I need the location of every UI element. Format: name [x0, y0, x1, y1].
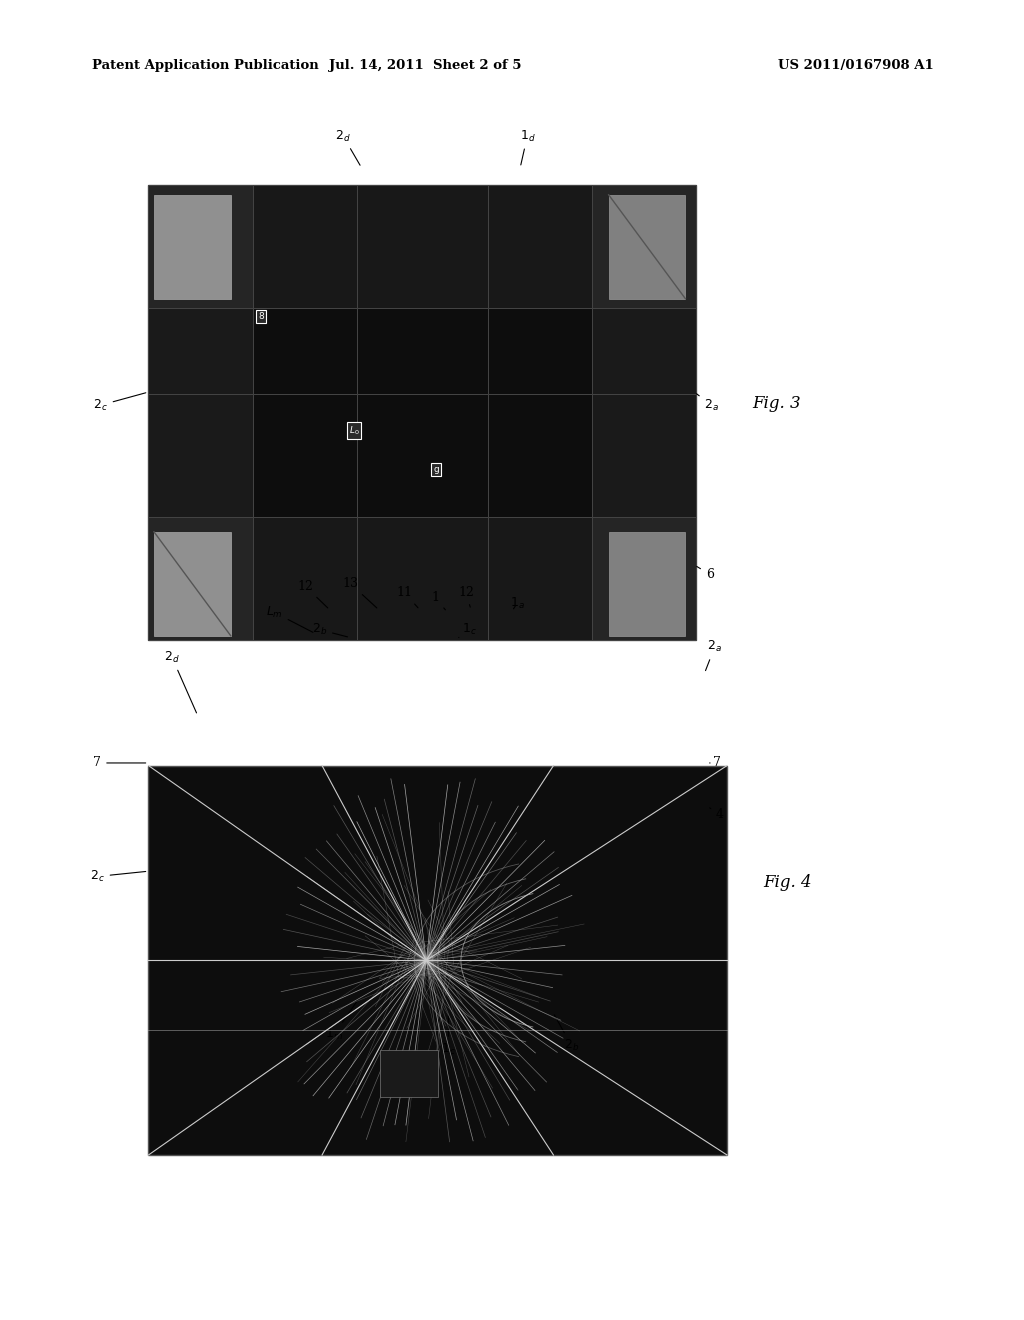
Text: 11: 11	[396, 586, 418, 607]
Text: Patent Application Publication: Patent Application Publication	[92, 59, 318, 73]
Bar	[356, 517, 488, 640]
Text: $L_0$: $L_0$	[348, 425, 359, 437]
Bar	[592, 395, 696, 517]
Text: US 2011/0167908 A1: US 2011/0167908 A1	[778, 59, 934, 73]
Bar	[253, 517, 356, 640]
Bar	[592, 308, 696, 395]
Text: 1: 1	[431, 591, 445, 610]
Bar	[154, 532, 230, 636]
Bar	[148, 185, 253, 308]
Text: 12: 12	[458, 586, 474, 607]
Text: $2_d$: $2_d$	[164, 649, 197, 713]
Text: $2_b$: $2_b$	[312, 622, 347, 638]
Text: $1_c$: $1_c$	[459, 622, 476, 638]
Bar	[253, 185, 356, 308]
Bar	[148, 395, 253, 517]
Text: 12: 12	[297, 579, 328, 609]
Text: 13: 13	[342, 577, 377, 609]
Text: $2_c$: $2_c$	[93, 393, 145, 413]
Bar	[148, 308, 253, 395]
Text: $1_c$: $1_c$	[441, 1015, 456, 1057]
Bar	[488, 395, 592, 517]
Bar	[592, 185, 696, 308]
Text: $2_c$: $2_c$	[90, 869, 145, 884]
Text: $1_m$: $1_m$	[325, 1002, 356, 1043]
Bar	[356, 185, 488, 308]
Bar	[253, 395, 356, 517]
Bar	[356, 395, 488, 517]
Text: $2_a$: $2_a$	[706, 639, 722, 671]
Text: Fig. 4: Fig. 4	[763, 874, 811, 891]
Bar	[488, 185, 592, 308]
Text: $L_m$: $L_m$	[266, 605, 313, 632]
Bar	[608, 532, 685, 636]
Bar	[380, 1049, 438, 1097]
Text: $2_a$: $2_a$	[696, 393, 719, 413]
Text: $1_a$: $1_a$	[510, 595, 524, 611]
Bar	[592, 517, 696, 640]
Bar	[608, 195, 685, 298]
Bar	[253, 308, 356, 395]
Bar	[154, 195, 230, 298]
Bar	[148, 185, 696, 640]
Bar	[488, 308, 592, 395]
Text: $2_b$: $2_b$	[554, 1015, 579, 1053]
Bar	[488, 517, 592, 640]
Text: 4: 4	[710, 808, 724, 821]
Text: 7: 7	[710, 756, 721, 770]
Text: 7: 7	[93, 756, 145, 770]
Text: Fig. 3: Fig. 3	[753, 395, 801, 412]
Text: g: g	[433, 465, 439, 474]
Bar	[148, 517, 253, 640]
Text: $2_d$: $2_d$	[335, 128, 360, 165]
Text: Jul. 14, 2011  Sheet 2 of 5: Jul. 14, 2011 Sheet 2 of 5	[329, 59, 521, 73]
Bar	[148, 766, 727, 1155]
Text: 8: 8	[258, 313, 263, 321]
Text: $1_d$: $1_d$	[519, 128, 536, 165]
Bar	[356, 308, 488, 395]
Text: 6: 6	[696, 566, 714, 581]
